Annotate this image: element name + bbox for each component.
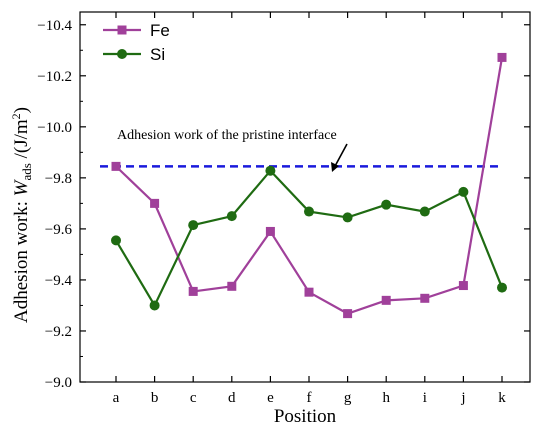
x-tick-label: k	[498, 390, 506, 406]
y-axis-title-prefix: Adhesion work:	[11, 196, 32, 323]
data-point-si	[149, 300, 160, 311]
y-tick-label: −9.0	[45, 375, 72, 391]
y-axis-title: Adhesion work: Wads /(J/m2)	[9, 107, 34, 323]
y-axis-title-unit-sup: 2	[9, 113, 23, 119]
y-tick-label: −9.2	[45, 324, 72, 340]
y-axis-title-unit-close: )	[11, 107, 32, 113]
data-point-fe	[458, 281, 468, 291]
y-tick-label: −9.8	[45, 171, 72, 187]
legend-entry-si: Si	[103, 45, 165, 64]
y-tick-label: −10.0	[37, 120, 72, 136]
data-point-fe	[150, 198, 160, 208]
annotation-arrow	[331, 143, 348, 172]
x-tick-label: i	[423, 390, 427, 406]
legend-marker	[117, 25, 127, 35]
y-axis-title-symbol: W	[11, 178, 32, 196]
y-tick-label: −9.6	[45, 222, 73, 238]
x-axis-ticks: a b c d e f g h i j k	[113, 12, 506, 406]
data-point-si	[188, 220, 199, 231]
series-layer	[111, 52, 507, 319]
plot-area	[79, 11, 531, 383]
x-tick-label: a	[113, 390, 120, 406]
data-point-si	[381, 199, 392, 210]
data-point-si	[265, 165, 276, 176]
legend-marker	[117, 49, 127, 59]
data-point-si	[226, 211, 237, 222]
data-point-fe	[265, 226, 275, 236]
series-fe	[111, 52, 507, 319]
legend: Fe Si	[103, 21, 170, 64]
x-tick-label: b	[151, 390, 159, 406]
legend-label: Si	[150, 45, 165, 64]
y-tick-label: −9.4	[45, 273, 73, 289]
data-point-fe	[420, 293, 430, 303]
data-point-fe	[343, 309, 353, 319]
x-axis-title: Position	[274, 406, 337, 427]
data-point-fe	[381, 295, 391, 305]
data-point-fe	[111, 161, 121, 171]
annotation-arrow-head	[331, 162, 339, 172]
reference-line-label: Adhesion work of the pristine interface	[117, 128, 337, 143]
x-tick-label: h	[382, 390, 390, 406]
data-point-fe	[304, 287, 314, 297]
y-axis-title-subscript: ads	[19, 163, 34, 180]
legend-entry-fe: Fe	[103, 21, 170, 40]
x-tick-label: f	[307, 390, 312, 406]
x-tick-label: j	[460, 390, 465, 406]
data-point-fe	[227, 281, 237, 291]
x-tick-label: e	[267, 390, 274, 406]
y-axis-ticks: −9.0 −9.2 −9.4 −9.6 −9.8 −10.0 −10.2 −10.4	[37, 18, 530, 391]
legend-label: Fe	[150, 21, 170, 40]
plot-frame	[79, 11, 531, 383]
y-tick-label: −10.2	[37, 69, 72, 85]
data-point-si	[497, 282, 507, 293]
data-point-si	[111, 235, 121, 246]
series-si	[111, 165, 507, 311]
data-point-fe	[497, 52, 507, 62]
y-axis-title-unit: /(J/m	[11, 119, 32, 163]
y-tick-label: −10.4	[37, 18, 72, 34]
x-tick-label: d	[228, 390, 236, 406]
data-point-si	[304, 206, 314, 217]
data-point-fe	[188, 286, 198, 296]
data-point-si	[419, 206, 430, 217]
data-point-si	[342, 212, 353, 223]
x-tick-label: g	[344, 390, 352, 406]
data-point-si	[458, 186, 469, 197]
annotation-arrow-shaft	[333, 143, 348, 169]
x-tick-label: c	[190, 390, 197, 406]
